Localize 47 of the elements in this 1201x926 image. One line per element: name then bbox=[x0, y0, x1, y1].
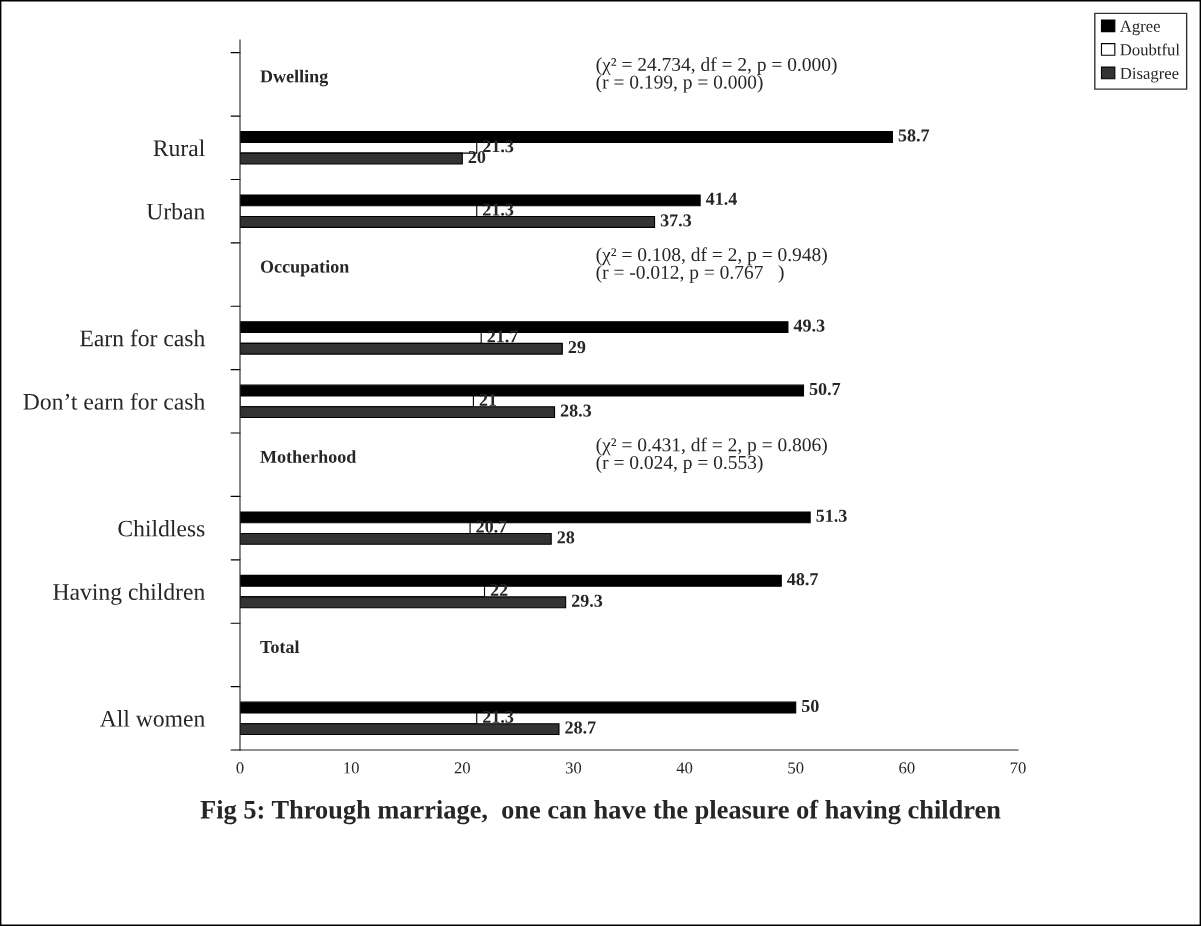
text: Fig 5: Through marriage, one can have the pleasure of having children bbox=[200, 799, 1001, 825]
data-label: 29.3 bbox=[571, 594, 603, 607]
data-label: 22 bbox=[490, 583, 508, 596]
x-tick-label: 70 bbox=[1010, 762, 1026, 774]
data-label: 20 bbox=[468, 150, 486, 164]
y-tick-label: Rural bbox=[153, 139, 205, 157]
data-label: 48.7 bbox=[787, 573, 818, 586]
x-tick-label: 30 bbox=[565, 762, 582, 774]
data-label: 49.3 bbox=[793, 319, 825, 332]
y-tick-label: All women bbox=[99, 710, 205, 727]
annotation: Motherhood bbox=[260, 450, 357, 463]
data-label: 28.3 bbox=[560, 404, 592, 417]
legend-label: Agree bbox=[1119, 20, 1160, 36]
x-tick-label: 40 bbox=[676, 762, 693, 774]
data-label: 41.4 bbox=[705, 192, 737, 205]
data-label: 50 bbox=[801, 699, 819, 713]
annotation: (χ² = 0.431, df = 2, p = 0.806) (r = 0.024, p = 0.553) bbox=[596, 437, 827, 473]
data-label: 20.7 bbox=[476, 520, 507, 533]
data-label: 21.7 bbox=[487, 330, 518, 343]
data-label: 21.3 bbox=[483, 710, 514, 723]
data-label: 28 bbox=[557, 531, 575, 544]
data-label: 21.3 bbox=[483, 140, 514, 153]
data-label: 29 bbox=[568, 341, 586, 354]
data-label: 58.7 bbox=[898, 129, 930, 142]
y-tick-label: Urban bbox=[146, 202, 205, 220]
annotation: Total bbox=[260, 640, 300, 654]
data-label: 21 bbox=[479, 393, 497, 406]
annotation: Dwelling bbox=[260, 69, 329, 87]
annotation: Occupation bbox=[260, 260, 350, 277]
annotation: (χ² = 0.108, df = 2, p = 0.948) (r = -0.012, p = 0.767 ) bbox=[596, 247, 827, 283]
data-label: 50.7 bbox=[809, 382, 841, 396]
data-label: 51.3 bbox=[816, 509, 847, 522]
y-tick-label: Don’t earn for cash bbox=[23, 392, 205, 410]
x-tick-label: 50 bbox=[788, 762, 804, 774]
legend-label: Doubtful bbox=[1120, 43, 1180, 56]
x-tick-label: 0 bbox=[236, 762, 244, 774]
y-tick-label: Earn for cash bbox=[80, 329, 205, 347]
x-tick-label: 20 bbox=[454, 762, 470, 774]
y-tick-label: Having children bbox=[53, 583, 205, 605]
annotation: (χ² = 24.734, df = 2, p = 0.000) (r = 0.199, p = 0.000) bbox=[596, 57, 837, 93]
data-label: 37.3 bbox=[660, 214, 692, 227]
y-tick-label: Childless bbox=[118, 519, 205, 537]
data-label: 21.3 bbox=[483, 203, 514, 216]
legend-label: Disagree bbox=[1120, 67, 1179, 83]
x-tick-label: 10 bbox=[344, 762, 359, 774]
data-label: 28.7 bbox=[565, 721, 596, 734]
x-tick-label: 60 bbox=[899, 762, 915, 774]
